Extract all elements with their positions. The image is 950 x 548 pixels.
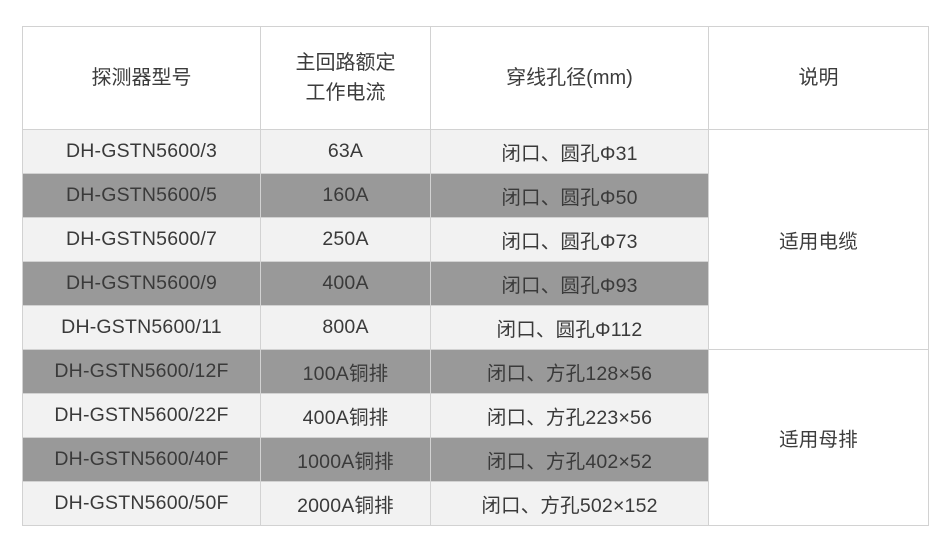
cell-model: DH-GSTN5600/9 — [22, 261, 261, 306]
table-row: DH-GSTN5600/5 160A 闭口、圆孔Φ50 — [22, 173, 929, 218]
table-row: DH-GSTN5600/9 400A 闭口、圆孔Φ93 — [22, 261, 929, 306]
table-header: 探测器型号 主回路额定 工作电流 穿线孔径(mm) 说明 — [22, 26, 929, 130]
table-row: DH-GSTN5600/7 250A 闭口、圆孔Φ73 — [22, 217, 929, 262]
cell-rated-current: 400A铜排 — [260, 393, 431, 438]
column-header-note: 说明 — [708, 26, 929, 130]
cell-rated-current: 1000A铜排 — [260, 437, 431, 482]
table-row: DH-GSTN5600/3 63A 闭口、圆孔Φ31 适用电缆 — [22, 129, 929, 350]
column-header-rated-current-line1: 主回路额定 — [295, 52, 396, 74]
table-row: DH-GSTN5600/11 800A 闭口、圆孔Φ112 — [22, 305, 929, 350]
cell-aperture: 闭口、方孔502×152 — [430, 481, 709, 526]
cell-rated-current: 63A — [260, 129, 431, 174]
cell-model: DH-GSTN5600/7 — [22, 217, 261, 262]
cell-rated-current: 400A — [260, 261, 431, 306]
cell-model: DH-GSTN5600/3 — [22, 129, 261, 174]
cell-rated-current: 250A — [260, 217, 431, 262]
detector-spec-table: 探测器型号 主回路额定 工作电流 穿线孔径(mm) 说明 DH-GSTN5600… — [22, 26, 929, 526]
cell-aperture: 闭口、方孔128×56 — [430, 349, 709, 394]
table-header-row: 探测器型号 主回路额定 工作电流 穿线孔径(mm) 说明 — [22, 26, 929, 130]
cell-aperture: 闭口、圆孔Φ50 — [430, 173, 709, 218]
cell-aperture: 闭口、方孔223×56 — [430, 393, 709, 438]
cell-aperture: 闭口、方孔402×52 — [430, 437, 709, 482]
cell-aperture: 闭口、圆孔Φ112 — [430, 305, 709, 350]
column-header-rated-current: 主回路额定 工作电流 — [260, 26, 431, 130]
cell-model: DH-GSTN5600/12F — [22, 349, 261, 394]
cell-model: DH-GSTN5600/50F — [22, 481, 261, 526]
table-row: DH-GSTN5600/12F 100A铜排 闭口、方孔128×56 适用母排 — [22, 349, 929, 526]
table-body: DH-GSTN5600/3 63A 闭口、圆孔Φ31 适用电缆 DH-GSTN5… — [22, 129, 929, 526]
cell-aperture: 闭口、圆孔Φ73 — [430, 217, 709, 262]
cell-model: DH-GSTN5600/5 — [22, 173, 261, 218]
table-row: DH-GSTN5600/50F 2000A铜排 闭口、方孔502×152 — [22, 481, 929, 526]
table-row: DH-GSTN5600/22F 400A铜排 闭口、方孔223×56 — [22, 393, 929, 438]
cell-model: DH-GSTN5600/22F — [22, 393, 261, 438]
table-row: DH-GSTN5600/40F 1000A铜排 闭口、方孔402×52 — [22, 437, 929, 482]
column-header-aperture: 穿线孔径(mm) — [430, 26, 709, 130]
cell-note-busbar: 适用母排 — [708, 349, 929, 526]
cell-note-cable: 适用电缆 — [708, 129, 929, 350]
cell-rated-current: 800A — [260, 305, 431, 350]
column-header-model: 探测器型号 — [22, 26, 261, 130]
cell-model: DH-GSTN5600/11 — [22, 305, 261, 350]
cell-aperture: 闭口、圆孔Φ31 — [430, 129, 709, 174]
cell-model: DH-GSTN5600/40F — [22, 437, 261, 482]
cell-rated-current: 100A铜排 — [260, 349, 431, 394]
column-header-rated-current-line2: 工作电流 — [305, 82, 386, 104]
cell-aperture: 闭口、圆孔Φ93 — [430, 261, 709, 306]
cell-rated-current: 2000A铜排 — [260, 481, 431, 526]
cell-rated-current: 160A — [260, 173, 431, 218]
